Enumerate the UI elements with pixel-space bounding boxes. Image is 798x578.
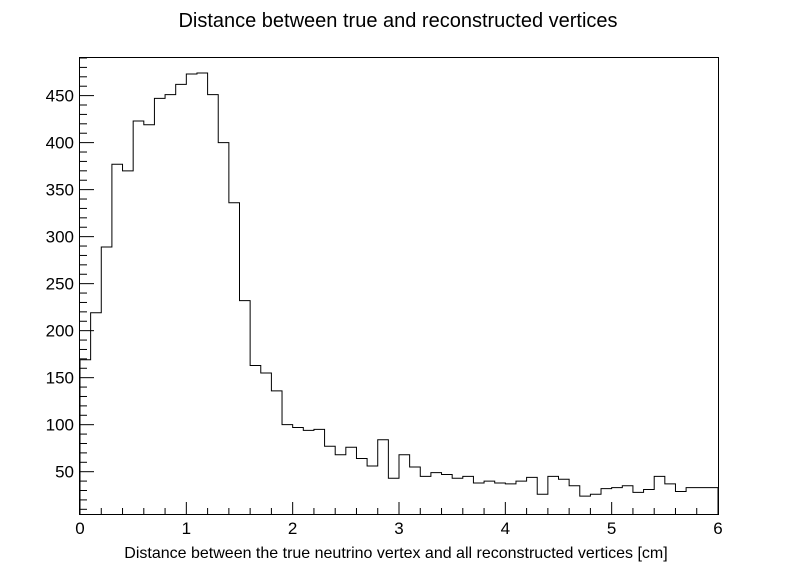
histogram-line <box>79 72 719 514</box>
x-tick-label: 3 <box>394 519 403 538</box>
y-tick-label: 250 <box>46 275 74 294</box>
y-tick-label: 450 <box>46 87 74 106</box>
x-axis-label: Distance between the true neutrino verte… <box>124 545 667 562</box>
x-tick-label: 1 <box>182 519 191 538</box>
y-tick-label: 350 <box>46 181 74 200</box>
y-tick-label: 200 <box>46 322 74 341</box>
x-tick-label: 4 <box>501 519 510 538</box>
y-tick-label: 150 <box>46 369 74 388</box>
plot-frame <box>79 57 719 515</box>
y-tick-label: 50 <box>55 463 74 482</box>
x-tick-label: 5 <box>607 519 616 538</box>
histogram-layer <box>79 72 719 514</box>
y-tick-label: 300 <box>46 228 74 247</box>
y-tick-label: 100 <box>46 416 74 435</box>
x-tick-label: 2 <box>288 519 297 538</box>
x-tick-label: 6 <box>713 519 722 538</box>
chart-title: Distance between true and reconstructed … <box>178 10 617 32</box>
y-tick-label: 400 <box>46 134 74 153</box>
axis-layer: 0 1 2 3 4 5 6 50 100 150 200 250 300 350 400 450 <box>46 57 723 538</box>
x-tick-label: 0 <box>75 519 84 538</box>
